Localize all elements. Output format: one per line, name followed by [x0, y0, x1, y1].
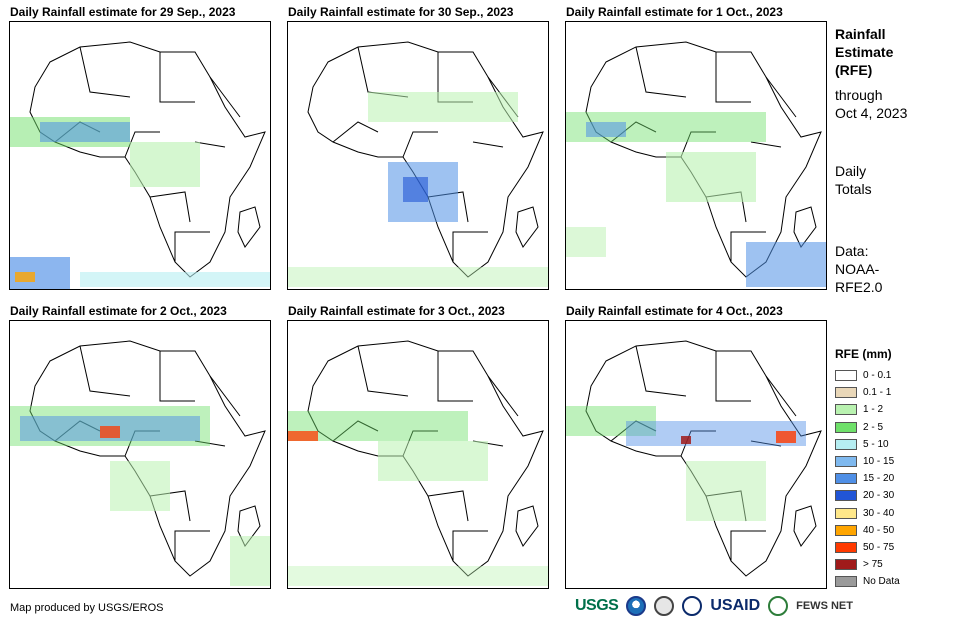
usaid-logo: USAID	[710, 597, 761, 614]
rain-overlay-5	[288, 411, 548, 586]
panel-title-4: Daily Rainfall estimate for 2 Oct., 2023	[10, 304, 227, 318]
rain-overlay-2	[288, 92, 548, 287]
panel-title-1: Daily Rainfall estimate for 29 Sep., 202…	[10, 5, 236, 19]
legend-label: > 75	[863, 559, 883, 571]
rain-overlay-4	[10, 406, 270, 586]
legend-item: No Data	[835, 573, 900, 590]
side-totals-line1: Daily	[835, 163, 867, 179]
legend-swatch	[835, 576, 857, 588]
side-through-line2: Oct 4, 2023	[835, 105, 908, 121]
fews-net-logo: FEWS NET	[796, 600, 853, 612]
side-title-line1: Rainfall	[835, 26, 886, 42]
side-title-line3: (RFE)	[835, 62, 873, 78]
side-title-line2: Estimate	[835, 44, 894, 60]
map-panel-4	[9, 320, 271, 589]
legend-label: 50 - 75	[863, 541, 895, 553]
legend-swatch	[835, 387, 857, 399]
legend-item: > 75	[835, 556, 900, 573]
legend-label: 30 - 40	[863, 507, 895, 519]
legend-swatch	[835, 490, 857, 502]
legend-label: 2 - 5	[863, 421, 884, 433]
legend-item: 10 - 15	[835, 453, 900, 470]
side-data-line2: NOAA-	[835, 261, 880, 277]
logo-bar: USGS USAID FEWS NET	[575, 596, 853, 616]
legend-label: No Data	[863, 576, 900, 588]
legend-item: 2 - 5	[835, 419, 900, 436]
legend-label: 0.1 - 1	[863, 387, 892, 399]
side-data-line1: Data:	[835, 243, 869, 259]
legend-swatch	[835, 370, 857, 382]
legend-swatch	[835, 524, 857, 536]
legend-label: 40 - 50	[863, 524, 895, 536]
legend-item: 40 - 50	[835, 522, 900, 539]
africa-map-3	[566, 41, 826, 287]
africa-map-5	[288, 340, 548, 586]
side-totals-line2: Totals	[835, 181, 872, 197]
map-panel-6	[565, 320, 827, 589]
side-through-line1: through	[835, 87, 883, 103]
map-panel-5	[287, 320, 549, 589]
legend-label: 15 - 20	[863, 473, 895, 485]
doi-seal-icon	[654, 596, 675, 616]
legend-title: RFE (mm)	[835, 347, 892, 361]
panel-title-3: Daily Rainfall estimate for 1 Oct., 2023	[566, 5, 783, 19]
panel-title-6: Daily Rainfall estimate for 4 Oct., 2023	[566, 304, 783, 318]
africa-map-4	[10, 340, 270, 586]
map-credit: Map produced by USGS/EROS	[10, 602, 164, 614]
africa-map-6	[566, 340, 822, 577]
usaid-seal-icon	[682, 596, 703, 616]
africa-map-1	[10, 41, 270, 289]
rain-overlay-3	[566, 112, 826, 287]
rain-overlay-1	[10, 117, 270, 289]
usgs-logo: USGS	[575, 597, 619, 614]
legend-item: 30 - 40	[835, 505, 900, 522]
legend-label: 0 - 0.1	[863, 370, 892, 382]
legend-item: 50 - 75	[835, 539, 900, 556]
legend-swatch	[835, 559, 857, 571]
legend-item: 5 - 10	[835, 436, 900, 453]
map-panel-3	[565, 21, 827, 290]
legend-swatch	[835, 473, 857, 485]
rain-overlay-6	[566, 406, 806, 521]
legend-label: 20 - 30	[863, 490, 895, 502]
legend-label: 5 - 10	[863, 438, 889, 450]
africa-map-2	[288, 41, 548, 287]
legend-item: 20 - 30	[835, 487, 900, 504]
map-panel-1	[9, 21, 271, 290]
legend-swatch	[835, 438, 857, 450]
fews-globe-icon	[768, 596, 789, 616]
legend-label: 1 - 2	[863, 404, 884, 416]
legend-swatch	[835, 541, 857, 553]
legend-label: 10 - 15	[863, 456, 895, 468]
legend-item: 0 - 0.1	[835, 367, 900, 384]
map-panel-2	[287, 21, 549, 290]
panel-title-2: Daily Rainfall estimate for 30 Sep., 202…	[288, 5, 514, 19]
legend-swatch	[835, 404, 857, 416]
legend-item: 15 - 20	[835, 470, 900, 487]
panel-title-5: Daily Rainfall estimate for 3 Oct., 2023	[288, 304, 505, 318]
noaa-seal-icon	[626, 596, 647, 616]
legend-swatch	[835, 507, 857, 519]
side-data-line3: RFE2.0	[835, 279, 883, 295]
legend-item: 0.1 - 1	[835, 384, 900, 401]
legend-swatch	[835, 456, 857, 468]
legend-item: 1 - 2	[835, 401, 900, 418]
legend: 0 - 0.1 0.1 - 1 1 - 2 2 - 5 5 - 10 10 - 15 15 …	[835, 367, 900, 590]
legend-swatch	[835, 421, 857, 433]
